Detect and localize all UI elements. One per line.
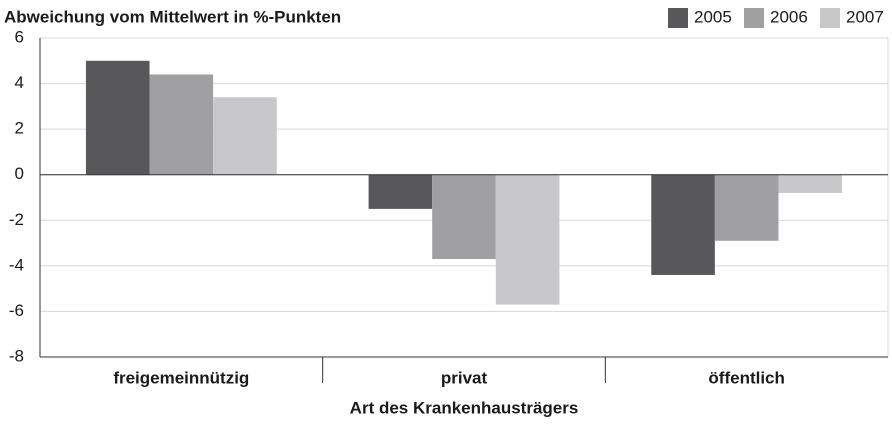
bar bbox=[368, 174, 433, 209]
y-tick-label: 4 bbox=[15, 73, 24, 92]
y-tick-label: 6 bbox=[15, 27, 24, 46]
x-axis-label: Art des Krankenhausträgers bbox=[350, 398, 579, 417]
bar bbox=[651, 174, 715, 275]
bar bbox=[778, 174, 843, 193]
legend-label: 2005 bbox=[694, 7, 732, 26]
legend-swatch bbox=[744, 8, 764, 28]
legend-swatch bbox=[820, 8, 840, 28]
x-tick-label: privat bbox=[441, 368, 488, 387]
y-tick-label: -2 bbox=[9, 210, 24, 229]
x-tick-label: öffentlich bbox=[708, 368, 785, 387]
bar bbox=[149, 74, 214, 175]
legend-swatch bbox=[668, 8, 688, 28]
bar bbox=[495, 174, 560, 305]
y-tick-label: -8 bbox=[9, 346, 24, 365]
bar bbox=[213, 97, 277, 175]
chart-title: Abweichung vom Mittelwert in %-Punkten bbox=[4, 7, 341, 26]
legend-label: 2006 bbox=[770, 7, 808, 26]
bar bbox=[714, 174, 779, 241]
bar bbox=[432, 174, 496, 260]
y-tick-label: 2 bbox=[15, 119, 24, 138]
x-tick-label: freigemeinnützig bbox=[113, 368, 249, 387]
bar bbox=[85, 60, 150, 175]
y-tick-label: 0 bbox=[15, 164, 24, 183]
y-tick-label: -6 bbox=[9, 301, 24, 320]
y-tick-label: -4 bbox=[9, 255, 24, 274]
legend-label: 2007 bbox=[846, 7, 884, 26]
